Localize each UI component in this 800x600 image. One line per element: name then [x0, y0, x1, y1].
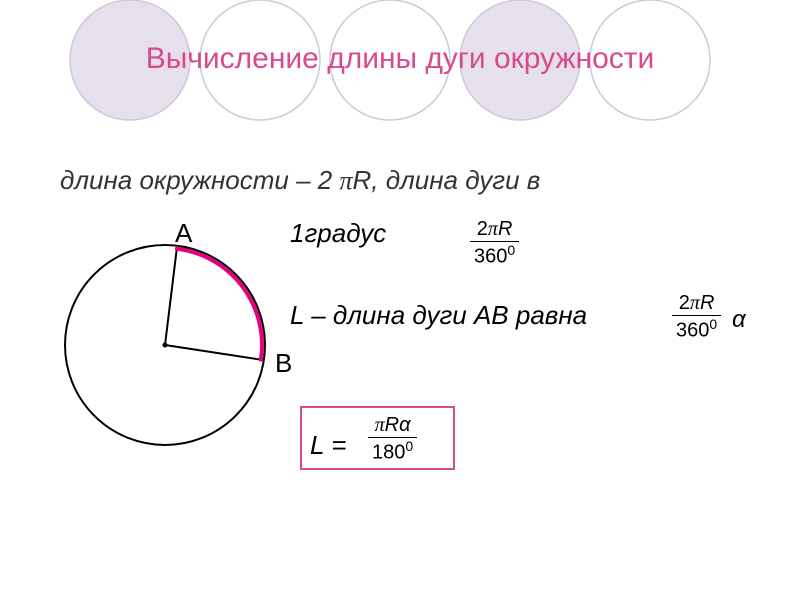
arc-length-text: L – длина дуги АВ равна: [290, 300, 587, 331]
alpha-multiplier: α: [732, 306, 746, 334]
label-one-degree: 1градус: [290, 218, 386, 249]
subtitle-line: длина окружности – 2 πR, длина дуги в: [60, 165, 540, 196]
page-title: Вычисление длины дуги окружности: [0, 42, 800, 76]
l-equals: L =: [310, 430, 346, 461]
fraction-one-degree: 2πR3600: [470, 218, 519, 269]
label-b: В: [275, 348, 292, 379]
fraction-final: πRα1800: [368, 414, 417, 465]
circle-diagram: [60, 240, 270, 450]
fraction-arc-ab: 2πR3600: [672, 292, 721, 343]
